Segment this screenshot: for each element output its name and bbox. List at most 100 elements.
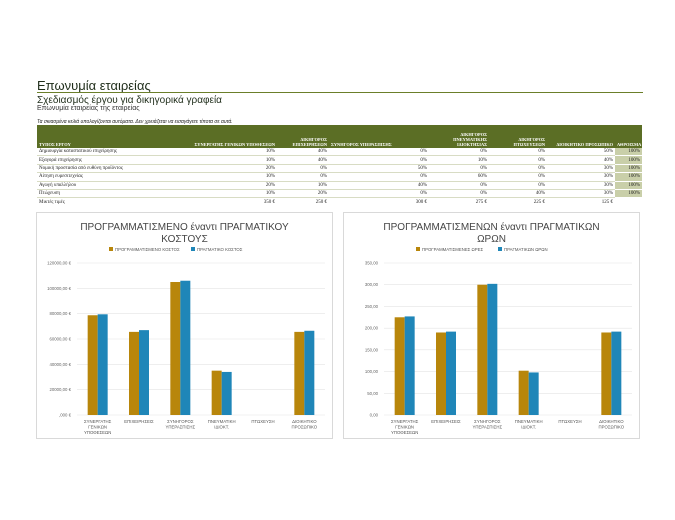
- bar-actual[interactable]: [221, 371, 232, 415]
- percentage-cell[interactable]: 0%: [489, 155, 547, 165]
- percentage-cell[interactable]: 0%: [489, 172, 547, 182]
- legend-label: ΠΡΑΓΜΑΤΙΚΩΝ ΩΡΩΝ: [504, 247, 548, 252]
- bar-planned[interactable]: [170, 282, 181, 415]
- gross-rate-cell[interactable]: 300 €: [415, 199, 427, 205]
- allocation-table: ΤΥΠΟΣ ΕΡΓΟΥ ΣΥΝΕΡΓΑΤΗΣ ΓΕΝΙΚΩΝ ΥΠΟΘΕΣΕΩΝ Δ…: [37, 125, 642, 206]
- percentage-cell[interactable]: 0%: [329, 172, 429, 182]
- bar-planned[interactable]: [436, 332, 446, 415]
- percentage-cell[interactable]: 20%: [277, 189, 329, 199]
- percentage-cell[interactable]: 40%: [547, 155, 615, 165]
- percentage-cell[interactable]: 0%: [429, 164, 489, 174]
- y-tick-label: 60000,00 €: [49, 337, 71, 342]
- row-total-cell[interactable]: 100%: [615, 148, 642, 157]
- percentage-cell[interactable]: 20%: [137, 181, 277, 190]
- bar-actual[interactable]: [180, 280, 191, 415]
- x-tick-label: ΣΥΝΗΓΟΡΟΣ ΥΠΕΡΑΣΠΙΣΗΣ: [166, 419, 196, 430]
- y-tick-label: 200,00: [365, 326, 379, 331]
- percentage-cell[interactable]: 0%: [429, 148, 489, 157]
- project-type-cell[interactable]: Νομική προστασία από ευθύνη προϊόντος: [37, 164, 137, 174]
- percentage-cell[interactable]: 60%: [429, 172, 489, 182]
- percentage-cell[interactable]: 10%: [137, 148, 277, 157]
- gross-rate-cell[interactable]: 250 €: [315, 199, 327, 205]
- percentage-cell[interactable]: 0%: [277, 172, 329, 182]
- bar-planned[interactable]: [87, 315, 98, 415]
- table-row: Αίτηση ευρεσιτεχνίας 10% 0% 0% 60% 0% 30% 100%: [37, 172, 642, 182]
- bar-planned[interactable]: [518, 370, 529, 415]
- percentage-cell[interactable]: 0%: [489, 148, 547, 157]
- percentage-cell[interactable]: 0%: [429, 181, 489, 190]
- row-total-cell[interactable]: 100%: [615, 181, 642, 190]
- bar-actual[interactable]: [404, 316, 415, 415]
- percentage-cell[interactable]: 0%: [489, 164, 547, 174]
- percentage-cell[interactable]: 0%: [329, 189, 429, 199]
- gross-rate-cell[interactable]: 350 €: [263, 199, 275, 205]
- percentage-cell[interactable]: 10%: [137, 172, 277, 182]
- percentage-cell[interactable]: 40%: [329, 181, 429, 190]
- project-type-cell[interactable]: Πτώχευση: [37, 189, 137, 199]
- bar-actual[interactable]: [97, 314, 108, 415]
- percentage-cell[interactable]: 50%: [329, 164, 429, 174]
- bar-actual[interactable]: [611, 331, 622, 415]
- row-total-cell[interactable]: 100%: [615, 172, 642, 182]
- bar-planned[interactable]: [477, 284, 488, 415]
- percentage-cell[interactable]: 20%: [137, 164, 277, 174]
- hours-chart-panel[interactable]: ΠΡΟΓΡΑΜΜΑΤΙΣΜΕΝΩΝ έναντι ΠΡΑΓΜΑΤΙΚΩΝ ΩΡΩΝ…: [343, 212, 640, 439]
- bar-actual[interactable]: [304, 330, 315, 415]
- percentage-cell[interactable]: 30%: [547, 172, 615, 182]
- bar-planned[interactable]: [294, 331, 305, 415]
- y-tick-label: 250,00: [365, 304, 379, 309]
- gross-rate-cell[interactable]: 275 €: [475, 199, 487, 205]
- bar-planned[interactable]: [211, 370, 222, 415]
- bar-actual[interactable]: [528, 372, 539, 415]
- chart-title: ΩΡΩΝ: [477, 234, 506, 245]
- bar-planned[interactable]: [394, 317, 405, 415]
- percentage-cell[interactable]: 30%: [547, 189, 615, 199]
- percentage-cell[interactable]: 40%: [277, 148, 329, 157]
- percentage-cell[interactable]: 0%: [489, 181, 547, 190]
- cost-chart-panel[interactable]: ΠΡΟΓΡΑΜΜΑΤΙΣΜΕΝΟ έναντι ΠΡΑΓΜΑΤΙΚΟΥ ΚΟΣΤΟ…: [36, 212, 333, 439]
- bar-actual[interactable]: [139, 330, 149, 415]
- x-tick-label: ΠΤΩΧΕΥΣΗ: [251, 419, 274, 424]
- column-header: ΔΙΟΙΚΗΤΙΚΟ ΠΡΟΣΩΠΙΚΟ: [547, 125, 615, 148]
- x-tick-label: ΕΠΙΧΕΙΡΗΣΕΙΣ: [124, 419, 154, 424]
- percentage-cell[interactable]: 40%: [277, 155, 329, 165]
- gross-rate-cell[interactable]: [615, 198, 642, 206]
- percentage-cell[interactable]: 0%: [429, 189, 489, 199]
- project-type-cell[interactable]: Αγωγή υπαλλήλου: [37, 181, 137, 190]
- row-total-cell[interactable]: 100%: [615, 164, 642, 174]
- project-type-cell[interactable]: Αίτηση ευρεσιτεχνίας: [37, 172, 137, 182]
- sheet-subsubtitle: Επωνυμία εταιρείας της εταιρείας: [37, 105, 140, 112]
- legend-label: ΠΡΟΓΡΑΜΜΑΤΙΣΜΕΝΕΣ ΩΡΕΣ: [422, 247, 483, 252]
- table-row: Αγωγή υπαλλήλου 20% 10% 40% 0% 0% 30% 100%: [37, 181, 642, 190]
- cost-chart: ΠΡΟΓΡΑΜΜΑΤΙΣΜΕΝΟ έναντι ΠΡΑΓΜΑΤΙΚΟΥΚΟΣΤΟ…: [47, 221, 325, 435]
- bar-actual[interactable]: [446, 331, 456, 415]
- gross-rate-cell[interactable]: 125 €: [601, 199, 613, 205]
- percentage-cell[interactable]: 30%: [547, 181, 615, 190]
- bar-actual[interactable]: [487, 283, 498, 415]
- project-type-cell[interactable]: Δημιουργία καταστατικού επιχείρησης: [37, 148, 137, 157]
- x-tick-label: ΣΥΝΕΡΓΑΤΗΣ ΓΕΝΙΚΩΝ ΥΠΟΘΕΣΕΩΝ: [84, 419, 112, 435]
- percentage-cell[interactable]: 30%: [547, 164, 615, 174]
- percentage-cell[interactable]: 10%: [137, 189, 277, 199]
- chart-title: ΠΡΟΓΡΑΜΜΑΤΙΣΜΕΝΩΝ έναντι ΠΡΑΓΜΑΤΙΚΩΝ: [383, 221, 599, 233]
- bar-planned[interactable]: [129, 331, 139, 415]
- x-tick-label: ΠΤΩΧΕΥΣΗ: [558, 419, 581, 424]
- row-total-cell[interactable]: 100%: [615, 155, 642, 165]
- project-type-cell[interactable]: Εξαγορά επιχείρησης: [37, 155, 137, 165]
- bar-planned[interactable]: [601, 332, 612, 415]
- percentage-cell[interactable]: 0%: [277, 164, 329, 174]
- x-tick-label: ΕΠΙΧΕΙΡΗΣΕΙΣ: [431, 419, 461, 424]
- y-tick-label: 20000,00 €: [49, 387, 71, 392]
- chart-legend: ΠΡΟΓΡΑΜΜΑΤΙΣΜΕΝΕΣ ΩΡΕΣ ΠΡΑΓΜΑΤΙΚΩΝ ΩΡΩΝ: [416, 247, 548, 252]
- gross-rate-cell[interactable]: 225 €: [533, 199, 545, 205]
- percentage-cell[interactable]: 0%: [329, 155, 429, 165]
- percentage-cell[interactable]: 0%: [329, 148, 429, 157]
- percentage-cell[interactable]: 10%: [137, 155, 277, 165]
- percentage-cell[interactable]: 40%: [489, 189, 547, 199]
- percentage-cell[interactable]: 50%: [547, 148, 615, 157]
- percentage-cell[interactable]: 10%: [429, 155, 489, 165]
- row-total-cell[interactable]: 100%: [615, 189, 642, 199]
- percentage-cell[interactable]: 10%: [277, 181, 329, 190]
- gross-rates-label: Μικτές τιμές: [39, 199, 65, 205]
- chart-title: ΠΡΟΓΡΑΜΜΑΤΙΣΜΕΝΟ έναντι ΠΡΑΓΜΑΤΙΚΟΥ: [80, 221, 289, 233]
